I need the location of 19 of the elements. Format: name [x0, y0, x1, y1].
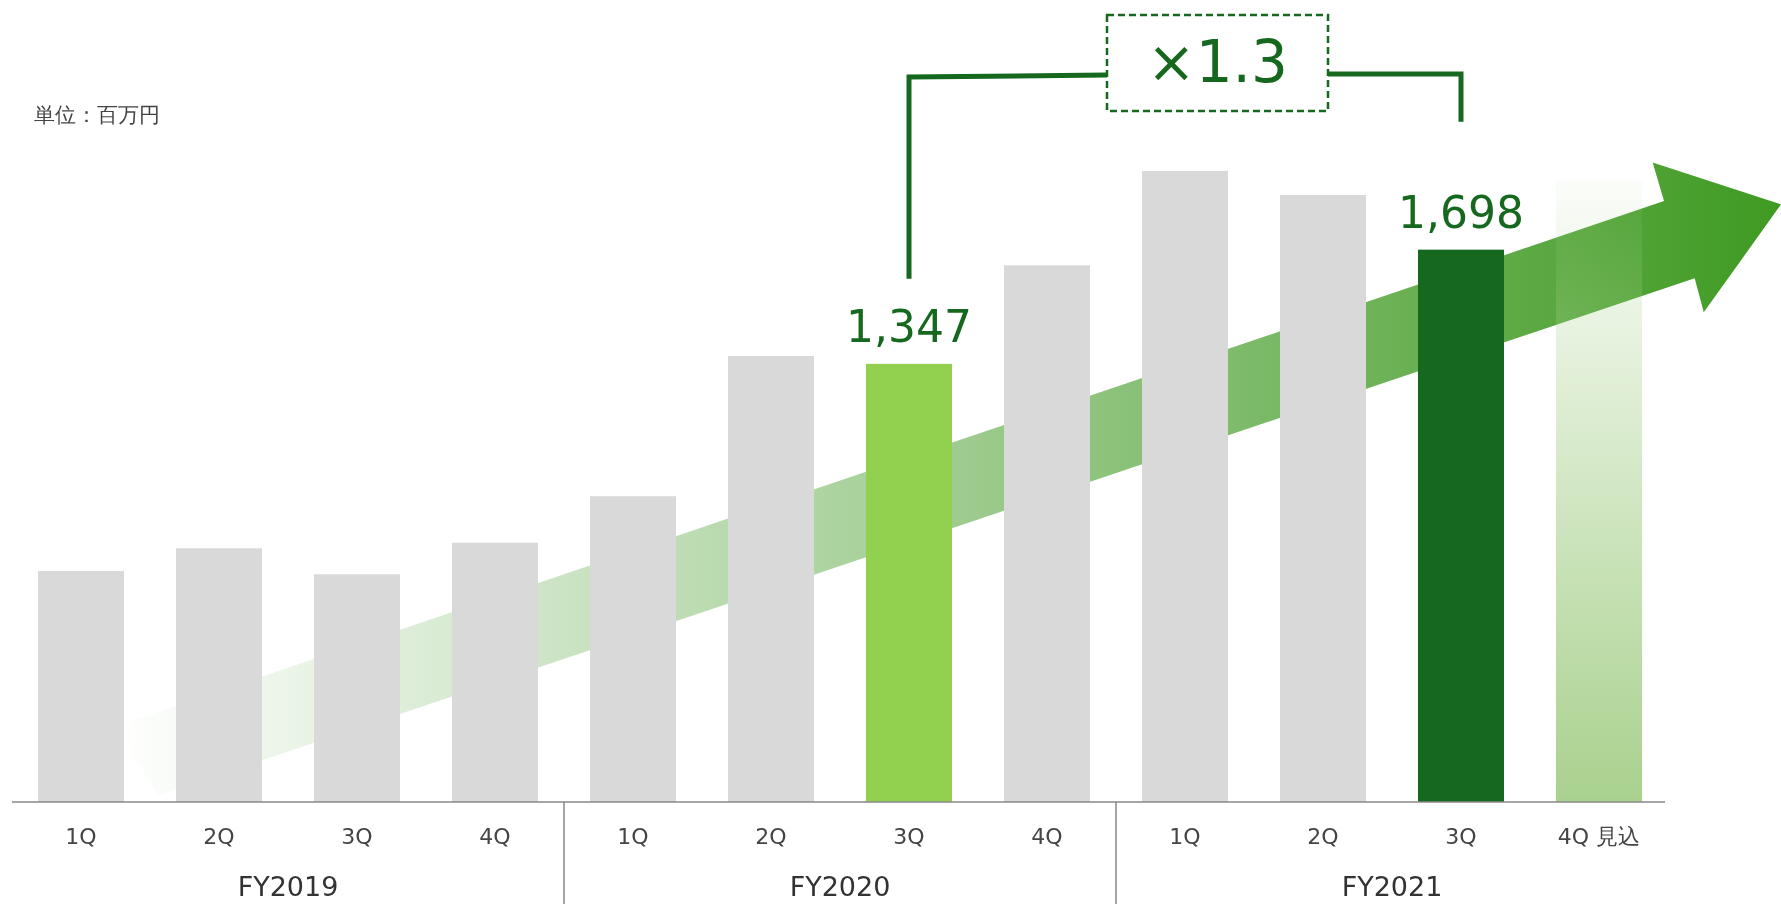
x-tick-label: 2Q [755, 824, 787, 849]
x-tick-label: 1Q [1169, 824, 1201, 849]
x-tick-label: 4Q 見込 [1557, 824, 1641, 849]
data-label: 1,698 [1398, 186, 1524, 238]
x-tick-label: 1Q [617, 824, 649, 849]
x-tick-label: 4Q [479, 824, 511, 849]
x-tick-label: 2Q [1307, 824, 1339, 849]
x-tick-label: 3Q [1445, 824, 1477, 849]
text: ×1.3 [1147, 28, 1288, 96]
x-tick-label: 2Q [203, 824, 235, 849]
x-tick-label: 3Q [341, 824, 373, 849]
text: 単位：百万円 [34, 103, 160, 127]
data-label: 1,347 [846, 300, 972, 352]
x-tick-label: 1Q [65, 824, 97, 849]
text: FY2020 [789, 871, 891, 902]
text: FY2021 [1341, 871, 1443, 902]
x-tick-label: 3Q [893, 824, 925, 849]
x-tick-label: 4Q [1031, 824, 1063, 849]
text: FY2019 [237, 871, 339, 902]
